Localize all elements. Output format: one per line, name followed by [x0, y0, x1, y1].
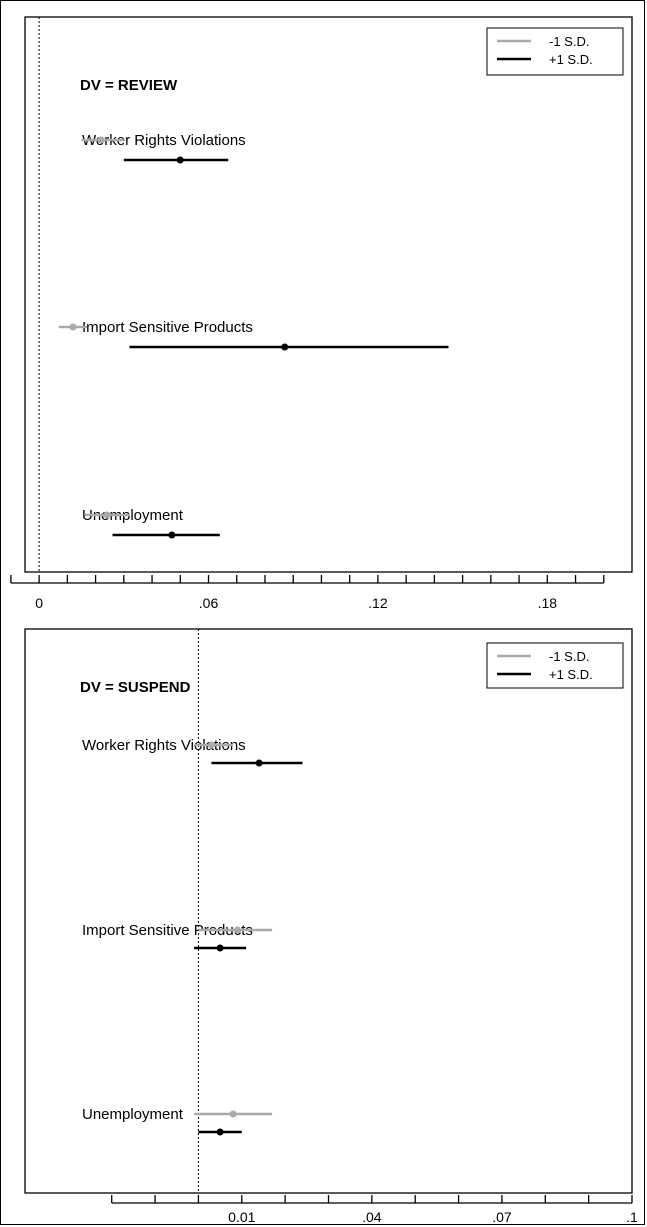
tick-label: .18 — [538, 595, 558, 611]
tick-label: .06 — [199, 595, 219, 611]
point-estimate — [216, 944, 224, 952]
legend-label: -1 S.D. — [549, 34, 589, 49]
legend-label: -1 S.D. — [549, 649, 589, 664]
point-estimate — [103, 511, 111, 519]
tick-label: .07 — [492, 1209, 512, 1225]
point-estimate — [207, 741, 215, 749]
point-estimate — [176, 156, 184, 164]
plot-title: DV = SUSPEND — [80, 679, 191, 696]
category-label: Unemployment — [82, 507, 184, 524]
tick-label: 0.01 — [228, 1209, 255, 1225]
point-estimate — [216, 1128, 224, 1136]
tick-label: .04 — [362, 1209, 382, 1225]
legend-box — [486, 642, 624, 689]
point-estimate — [233, 926, 241, 934]
tick-label: 0 — [35, 595, 43, 611]
category-label: Worker Rights Violations — [82, 737, 246, 754]
legend-label: +1 S.D. — [549, 52, 593, 67]
point-estimate — [69, 323, 77, 331]
point-estimate — [168, 531, 176, 539]
plot-box — [24, 628, 633, 1194]
category-label: Import Sensitive Products — [82, 922, 253, 939]
panel-1: DV = REVIEW Worker Rights Violations Impor… — [10, 16, 633, 611]
tick-label: .1 — [626, 1209, 638, 1225]
point-estimate — [229, 1110, 237, 1118]
legend: -1 S.D. +1 S.D. — [486, 642, 624, 689]
category-label: Worker Rights Violations — [82, 132, 246, 149]
point-estimate — [255, 759, 263, 767]
legend-label: +1 S.D. — [549, 667, 593, 682]
category-label: Unemployment — [82, 1106, 184, 1123]
point-estimate — [281, 343, 289, 351]
tick-label: .12 — [368, 595, 388, 611]
legend-box — [486, 27, 624, 76]
legend: -1 S.D. +1 S.D. — [486, 27, 624, 76]
panel-2: DV = SUSPEND Worker Rights Violations Impo… — [24, 628, 638, 1225]
point-estimate — [97, 136, 105, 144]
category-label: Import Sensitive Products — [82, 319, 253, 336]
plot-title: DV = REVIEW — [80, 77, 178, 94]
plot-box — [24, 16, 633, 573]
